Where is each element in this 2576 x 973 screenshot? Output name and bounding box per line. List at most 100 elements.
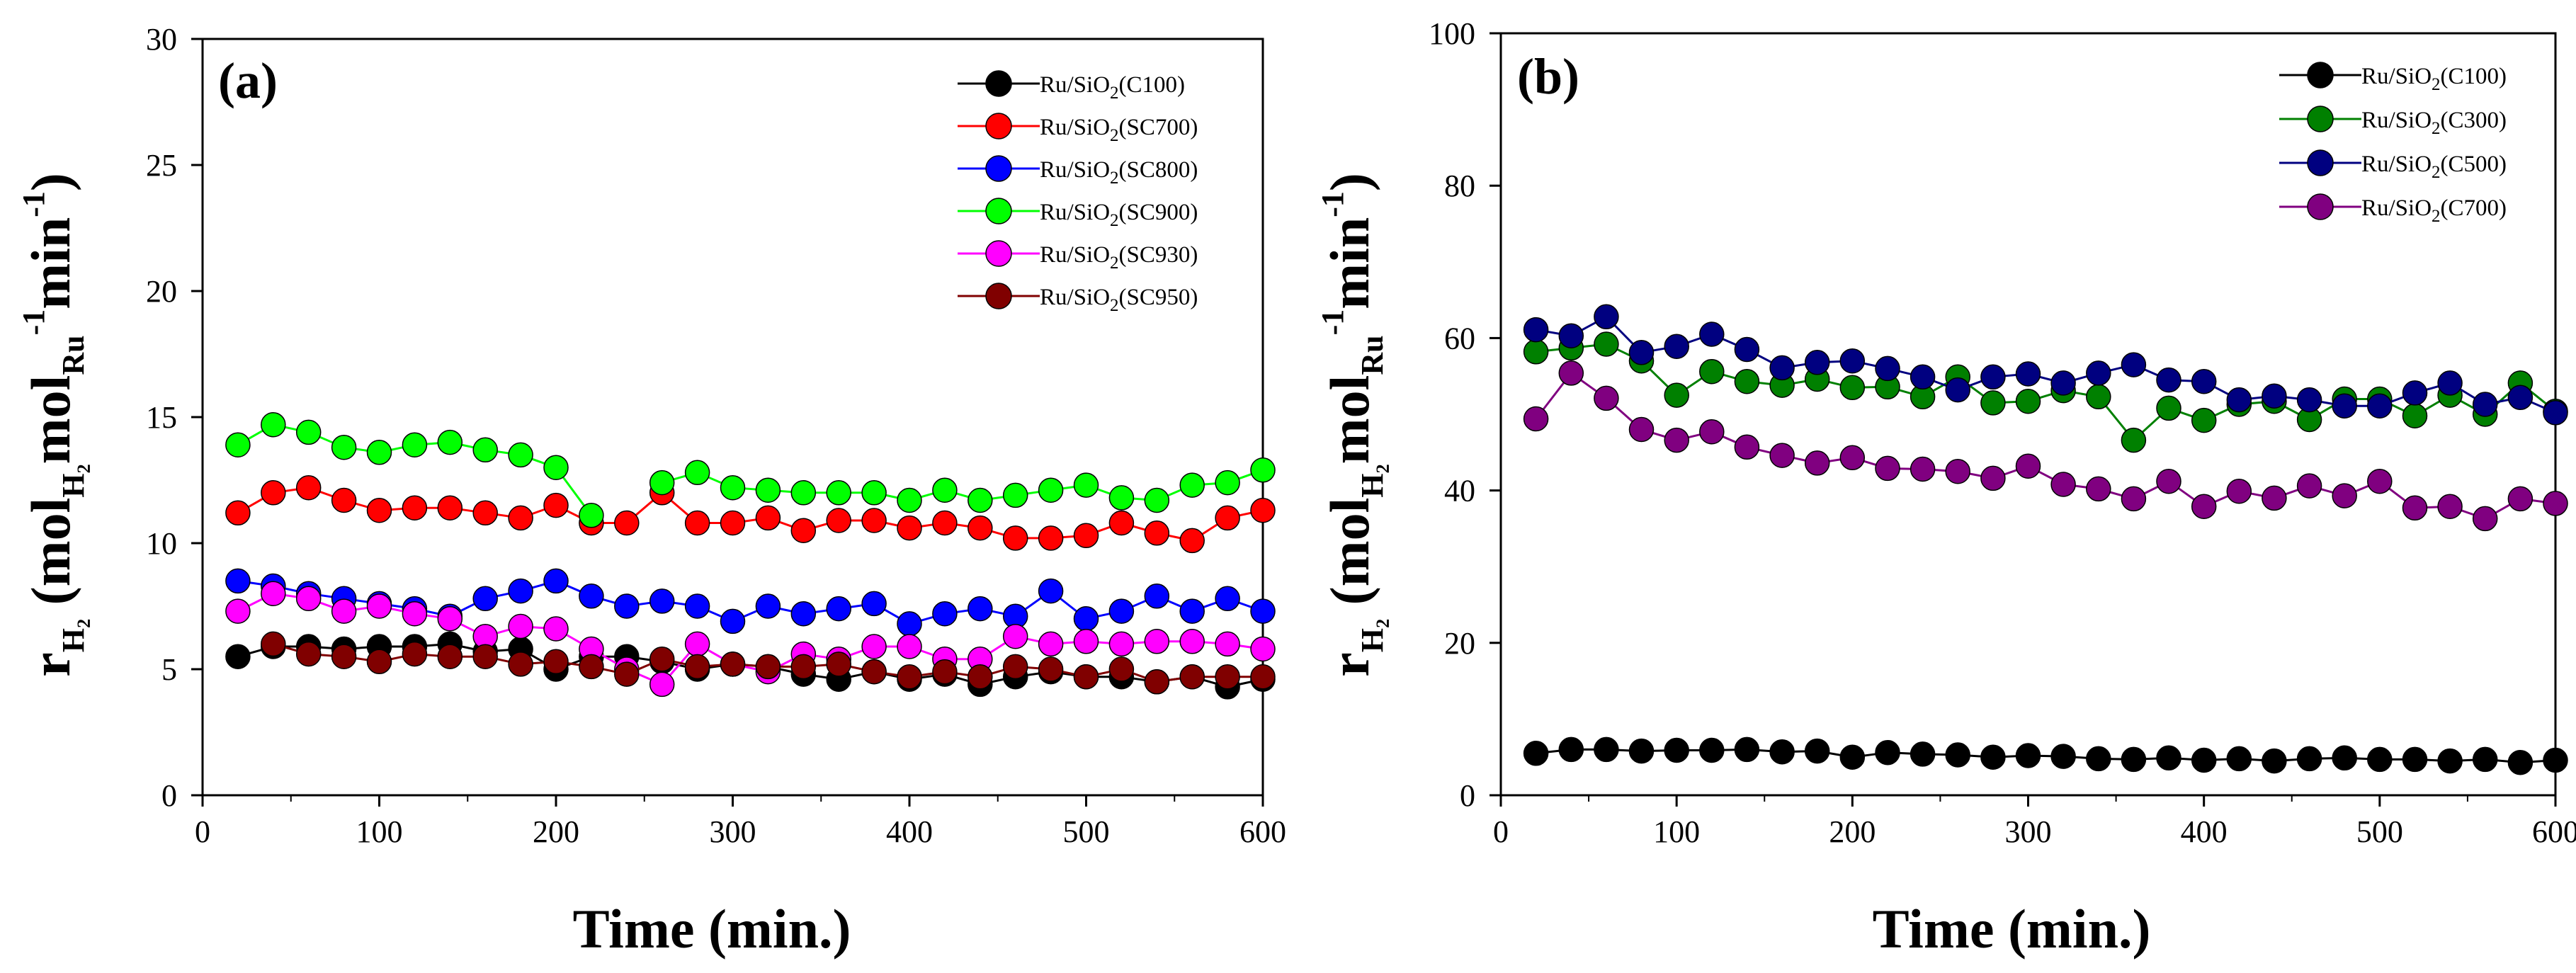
panel-a-legend-label: Ru/SiO2(C100) <box>1040 72 1185 103</box>
panel-a-y-tick-label: 20 <box>146 274 177 309</box>
panel-b-data-point <box>1839 445 1866 471</box>
panel-a-x-tick-label: 600 <box>1239 814 1286 849</box>
panel-b-data-point <box>2156 745 2181 771</box>
panel-b-data-point <box>1945 458 1970 484</box>
panel-b-data-point <box>2402 380 2428 406</box>
panel-b-data-point <box>2507 749 2534 775</box>
panel-a-data-point <box>1250 457 1276 483</box>
panel-b-axes: 0 100 200 300 400 500 600 0 20 40 60 80 100 <box>1429 16 2576 849</box>
panel-a-data-point <box>1144 629 1170 654</box>
panel-b-data-point <box>1980 465 2006 491</box>
panel-b-data-point <box>2226 478 2252 504</box>
panel-a-data-point <box>1250 598 1276 624</box>
panel-a-data-point <box>366 649 392 675</box>
panel-a-data-point <box>543 616 569 642</box>
panel-b-y-tick-label: 60 <box>1444 321 1475 355</box>
panel-a-data-point <box>331 598 357 624</box>
panel-a-data-point <box>508 651 533 677</box>
panel-a-data-point <box>790 601 817 627</box>
panel-a-x-tick-label: 500 <box>1063 814 1110 849</box>
panel-a-data-point <box>720 651 746 677</box>
panel-a-data-point <box>331 434 357 460</box>
panel-b-legend: Ru/SiO2(C100) Ru/SiO2(C300) Ru/SiO2(C500) R… <box>2279 62 2507 226</box>
panel-a-data-point <box>261 631 286 657</box>
panel-b-x-axis-title: Time (min.) <box>1873 898 2151 960</box>
panel-a-data-point <box>1215 505 1240 531</box>
panel-a-x-tick-label: 300 <box>710 814 756 849</box>
panel-b-legend-marker <box>2307 149 2334 176</box>
panel-b-data-point <box>2367 393 2393 419</box>
panel-b-data-point <box>1804 350 1830 375</box>
panel-a-data-point <box>1073 606 1099 632</box>
panel-b-data-point <box>2472 392 2498 417</box>
panel-a-legend-item: Ru/SiO2(C100) <box>958 70 1185 103</box>
panel-b-legend-item: Ru/SiO2(C100) <box>2279 62 2507 94</box>
panel-b-data-point <box>1839 348 1866 374</box>
panel-a-data-point <box>932 510 958 536</box>
panel-b-data-point <box>1875 455 1900 482</box>
panel-b-data-point <box>2472 746 2498 773</box>
panel-a-data-point <box>649 588 675 614</box>
panel-a-data-point <box>790 518 817 543</box>
panel-b-legend-label: Ru/SiO2(C700) <box>2361 195 2507 226</box>
panel-a-data-point <box>897 634 922 659</box>
panel-a-legend: Ru/SiO2(C100) Ru/SiO2(SC700) Ru/SiO2(SC800… <box>958 70 1198 315</box>
panel-b-data-point <box>1875 739 1900 766</box>
panel-a-data-point <box>543 455 569 480</box>
panel-b-data-point <box>1558 736 1584 763</box>
panel-b-data-point <box>1628 340 1655 365</box>
panel-b-data-point <box>1734 434 1760 460</box>
panel-a: 0 100 200 300 400 500 600 0 5 10 15 20 25 30 (a) Ru/S… <box>16 22 1286 960</box>
panel-b-data-point <box>2156 367 2181 393</box>
panel-a-data-point <box>295 641 322 667</box>
panel-b-data-point <box>1734 368 1760 394</box>
panel-b-data-point <box>2121 427 2147 453</box>
panel-a-series-3 <box>225 411 1276 528</box>
panel-b-data-point <box>2296 746 2322 772</box>
panel-b-legend-label: Ru/SiO2(C100) <box>2361 64 2507 94</box>
panel-a-data-point <box>968 596 993 622</box>
panel-a-data-point <box>295 419 322 445</box>
panel-a-data-point <box>1250 636 1276 662</box>
panel-b-data-point <box>2015 361 2041 387</box>
panel-a-legend-item: Ru/SiO2(SC700) <box>958 113 1198 145</box>
panel-a-x-tick-label: 0 <box>195 814 210 849</box>
panel-a-data-point <box>366 440 392 465</box>
panel-a-data-point <box>790 654 817 680</box>
panel-a-data-point <box>684 654 710 680</box>
panel-a-data-point <box>1002 623 1028 649</box>
panel-b-data-point <box>1804 738 1830 764</box>
panel-a-data-point <box>1108 656 1135 682</box>
panel-a-data-point <box>649 671 675 698</box>
panel-a-data-point <box>755 654 781 680</box>
panel-b-data-point <box>1594 304 1619 330</box>
panel-a-data-point <box>968 664 993 690</box>
panel-b-x-tick-label: 100 <box>1653 814 1700 849</box>
panel-b-y-tick-label: 100 <box>1429 16 1475 51</box>
panel-b-data-point <box>2543 491 2568 516</box>
panel-b-data-point <box>1804 450 1830 476</box>
panel-b-data-point <box>1523 339 1549 365</box>
panel-a-data-point <box>1179 528 1205 554</box>
panel-b-data-point <box>1910 741 1936 767</box>
panel-a-data-point <box>225 568 251 594</box>
panel-a-y-tick-label: 30 <box>146 22 177 57</box>
panel-a-data-point <box>472 644 498 669</box>
panel-b-x-tick-label: 400 <box>2181 814 2228 849</box>
panel-a-data-point <box>1073 523 1099 549</box>
panel-b-legend-label: Ru/SiO2(C500) <box>2361 152 2507 182</box>
panel-a-data-point <box>1108 485 1135 511</box>
panel-b-data-point <box>1910 364 1936 390</box>
panel-a-data-point <box>861 591 887 617</box>
panel-a-data-point <box>861 508 887 533</box>
panel-b-data-point <box>1734 736 1760 763</box>
panel-a-data-point <box>1108 598 1135 624</box>
panel-b-data-point <box>1664 334 1689 359</box>
panel-a-data-point <box>1179 629 1205 654</box>
panel-a-data-point <box>684 593 710 619</box>
panel-a-x-tick-label: 100 <box>356 814 403 849</box>
panel-a-data-point <box>968 515 993 541</box>
panel-a-data-point <box>1215 586 1240 612</box>
panel-a-legend-label: Ru/SiO2(SC800) <box>1040 157 1198 188</box>
panel-b-data-point <box>2296 473 2322 499</box>
